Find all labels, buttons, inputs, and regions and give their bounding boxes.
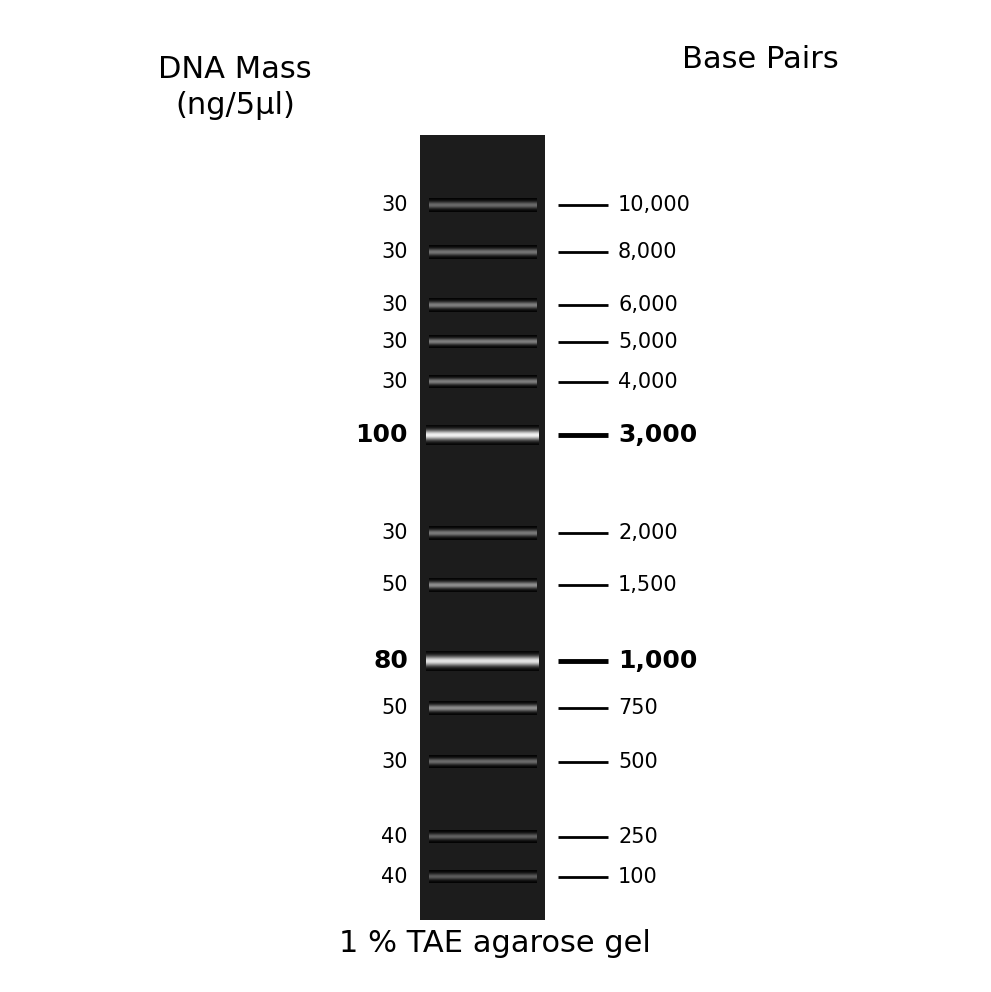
Bar bbox=[420, 135, 545, 920]
Text: 100: 100 bbox=[618, 867, 658, 887]
Text: 6,000: 6,000 bbox=[618, 295, 678, 315]
Text: 2,000: 2,000 bbox=[618, 523, 678, 543]
Text: 5,000: 5,000 bbox=[618, 332, 678, 352]
Text: 50: 50 bbox=[382, 698, 408, 718]
Text: 1,500: 1,500 bbox=[618, 575, 678, 595]
Text: 10,000: 10,000 bbox=[618, 195, 691, 215]
Text: 500: 500 bbox=[618, 752, 658, 772]
Text: 30: 30 bbox=[382, 372, 408, 392]
Text: 3,000: 3,000 bbox=[618, 423, 698, 447]
Text: 40: 40 bbox=[382, 827, 408, 847]
Text: 1,000: 1,000 bbox=[618, 649, 698, 673]
Text: 40: 40 bbox=[382, 867, 408, 887]
Text: 8,000: 8,000 bbox=[618, 242, 678, 262]
Text: 30: 30 bbox=[382, 332, 408, 352]
Text: 1 % TAE agarose gel: 1 % TAE agarose gel bbox=[339, 929, 651, 958]
Text: 50: 50 bbox=[382, 575, 408, 595]
Text: 80: 80 bbox=[374, 649, 408, 673]
Text: 250: 250 bbox=[618, 827, 658, 847]
Text: Base Pairs: Base Pairs bbox=[682, 45, 838, 74]
Text: 30: 30 bbox=[382, 523, 408, 543]
Text: 100: 100 bbox=[356, 423, 408, 447]
Text: 30: 30 bbox=[382, 242, 408, 262]
Text: 4,000: 4,000 bbox=[618, 372, 678, 392]
Text: DNA Mass
(ng/5μl): DNA Mass (ng/5μl) bbox=[159, 55, 312, 120]
Text: 30: 30 bbox=[382, 295, 408, 315]
Text: 30: 30 bbox=[382, 195, 408, 215]
Text: 30: 30 bbox=[382, 752, 408, 772]
Text: 750: 750 bbox=[618, 698, 658, 718]
